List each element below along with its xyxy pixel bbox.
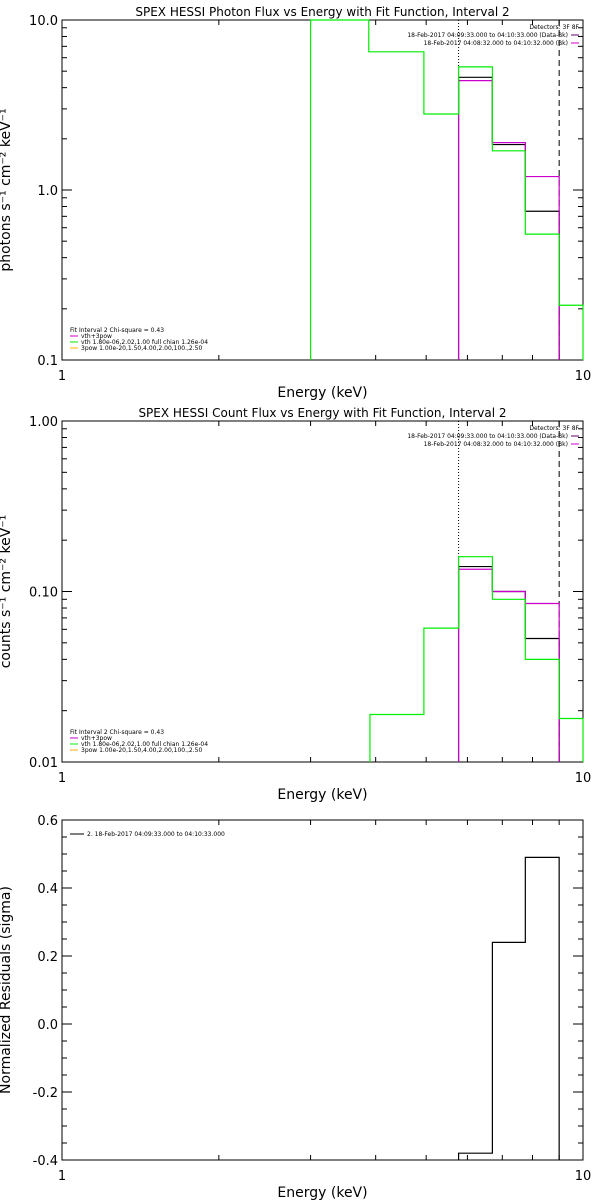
legend-entry-text: 18-Feb-2017 04:09:33.000 to 04:10:33.000… xyxy=(407,433,568,440)
legend-entry-text: 3pow 1.00e-20,1.50,4.00,2.00,100.,2.50 xyxy=(81,747,202,754)
legend-header: Detectors: 3F 8F xyxy=(529,24,579,31)
y-tick-label: 1.00 xyxy=(29,415,58,430)
x-axis-label: Energy (keV) xyxy=(277,1185,367,1200)
y-axis-label: counts s⁻¹ cm⁻² keV⁻¹ xyxy=(0,515,14,669)
x-tick-label: 1 xyxy=(58,771,66,786)
y-axis-label: photons s⁻¹ cm⁻² keV⁻¹ xyxy=(0,108,14,271)
x-axis-label: Energy (keV) xyxy=(277,787,367,803)
y-tick-label: -0.4 xyxy=(33,1154,58,1169)
series-step-line xyxy=(369,556,584,762)
x-tick-label: 1 xyxy=(58,1169,66,1184)
chart-title: SPEX HESSI Count Flux vs Energy with Fit… xyxy=(138,406,506,420)
y-tick-label: 0.10 xyxy=(29,586,58,601)
y-tick-label: 0.01 xyxy=(29,756,58,771)
legend-entry-text: vth+3pow xyxy=(81,735,112,742)
series-step-line xyxy=(309,19,584,360)
chart-title: SPEX HESSI Photon Flux vs Energy with Fi… xyxy=(135,5,509,19)
series-step-line xyxy=(457,856,560,1160)
y-tick-label: 0.6 xyxy=(37,814,58,829)
y-tick-label: 0.0 xyxy=(37,1018,58,1033)
x-tick-label: 1 xyxy=(58,369,66,384)
y-tick-label: 10.0 xyxy=(29,14,58,29)
plot-frame xyxy=(61,19,584,361)
legend-entry-text: Fit Interval 2 Chi-square = 0.43 xyxy=(70,327,164,334)
series-step-line xyxy=(457,80,560,360)
series-step-line xyxy=(457,565,560,762)
y-axis-label: Normalized Residuals (sigma) xyxy=(0,886,14,1094)
legend-entry-text: 3pow 1.00e-20,1.50,4.00,2.00,100.,2.50 xyxy=(81,345,202,352)
x-tick-label: 10 xyxy=(575,1169,592,1184)
y-tick-label: 1.0 xyxy=(37,184,58,199)
legend-entry-text: Fit Interval 2 Chi-square = 0.43 xyxy=(70,729,164,736)
legend-entry-text: 18-Feb-2017 04:09:33.000 to 04:10:33.000… xyxy=(407,32,568,39)
y-tick-label: 0.4 xyxy=(37,882,58,897)
legend-entry-text: 18-Feb-2017 04:08:32.000 to 04:10:32.000… xyxy=(424,441,568,448)
x-tick-label: 10 xyxy=(575,369,592,384)
y-tick-label: -0.2 xyxy=(33,1086,58,1101)
x-axis-label: Energy (keV) xyxy=(277,385,367,401)
legend-entry-text: 2. 18-Feb-2017 04:09:33.000 to 04:10:33.… xyxy=(87,831,225,838)
series-step-line xyxy=(457,568,560,762)
legend-entry-text: vth 1.80e-06,2.02,1.00 full chian 1.26e-… xyxy=(81,339,208,346)
x-tick-label: 10 xyxy=(575,771,592,786)
legend-entry-text: vth+3pow xyxy=(81,333,112,340)
y-tick-label: 0.2 xyxy=(37,950,58,965)
legend-header: Detectors: 3F 8F xyxy=(529,425,579,432)
series-step-line xyxy=(457,76,560,360)
plot-frame xyxy=(61,819,584,1161)
legend-entry-text: 18-Feb-2017 04:08:32.000 to 04:10:32.000… xyxy=(424,40,568,47)
legend-entry-text: vth 1.80e-06,2.02,1.00 full chian 1.26e-… xyxy=(81,741,208,748)
y-tick-label: 0.1 xyxy=(37,354,58,369)
